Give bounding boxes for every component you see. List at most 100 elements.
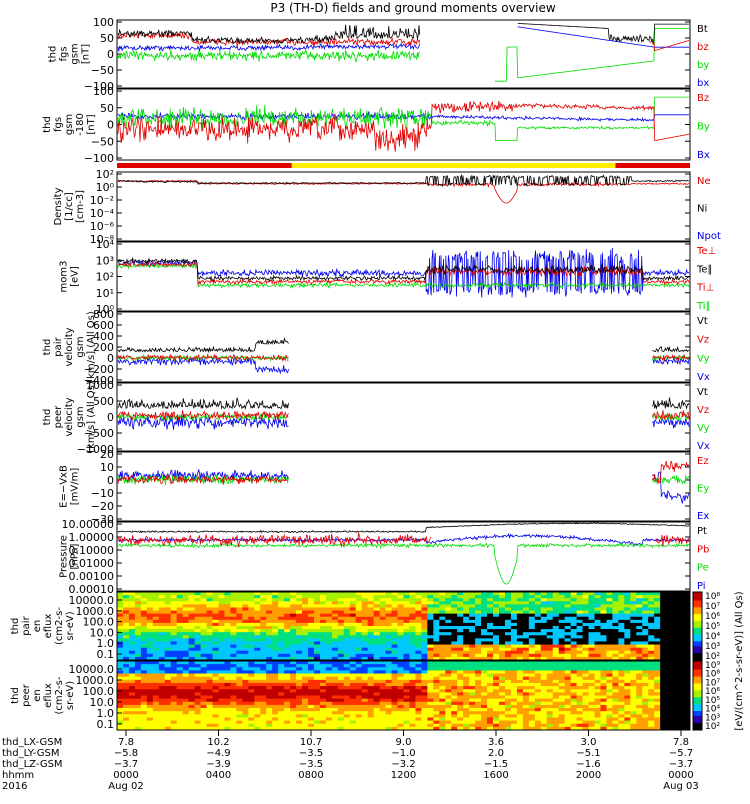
spectrogram-cell [660,619,667,624]
spectrogram-cell [397,670,404,674]
spectrogram-cell [516,667,524,671]
spectrogram-cell [415,622,422,627]
spectrogram-cell [140,638,148,642]
spectrogram-cell [510,650,518,655]
spectrogram-cell [624,673,631,678]
spectrogram-cell [331,619,339,624]
y-tick-label: 0 [107,411,114,424]
y-axis-label: [mV/m] [70,468,81,506]
spectrogram-cell [540,595,548,599]
spectrogram-cell [206,604,213,608]
spectrogram-cell [528,592,536,596]
spectrogram-cell [212,598,219,602]
spectrogram-cell [522,647,530,652]
spectrogram-cell [128,626,136,630]
spectrogram-cell [660,661,667,665]
spectrogram-cell [642,598,649,602]
spectrogram-cell [158,686,166,690]
spectrogram-cell [170,647,178,652]
spectrogram-cell [128,653,136,658]
spectrogram-cell [421,647,428,652]
spectrogram-cell [558,601,566,605]
spectrogram-cell [642,661,649,665]
colorbar-cell [693,711,702,714]
spectrogram-cell [140,622,148,627]
spectrogram-cell [504,619,512,624]
spectrogram-cell [385,622,392,627]
spectrogram-cell [331,647,339,652]
spectrogram-cell [128,619,136,624]
spectrogram-cell [140,592,148,596]
spectrogram-cell [242,673,249,678]
spectrogram-cell [331,679,339,684]
spectrogram-cell [421,619,428,624]
spectrogram-cell [666,629,673,633]
spectrogram-cell [152,607,160,611]
colorbar-tick-label: 10⁹ [705,661,720,671]
spectrogram-cell [457,641,464,645]
x-axis-value: 3.6 [488,737,504,748]
spectrogram-cell [427,711,434,715]
spectrogram-cell [325,629,333,633]
spectrogram-cell [146,692,154,696]
spectrogram-cell [319,708,327,712]
y-axis-label: pair [53,336,64,356]
spectrogram-cell [666,595,673,599]
spectrogram-cell [684,613,691,618]
spectrogram-cell [343,726,351,731]
spectrogram-cell [373,711,381,715]
spectrogram-cell [409,607,416,611]
spectrogram-cell [355,595,363,599]
spectrogram-cell [361,692,369,696]
spectrogram-cell [182,689,190,693]
spectrogram-cell [302,656,309,661]
spectrogram-cell [122,698,130,703]
spectrogram-cell [451,723,458,728]
spectrogram-cell [415,619,422,624]
spectrogram-cell [588,667,595,671]
spectrogram-cell [648,613,655,618]
spectrogram-cell [570,592,577,596]
spectrogram-cell [540,664,548,668]
spectrogram-cell [325,656,333,661]
spectrogram-cell [540,610,548,615]
spectrogram-cell [678,632,685,636]
spectrogram-cell [212,595,219,599]
spectrogram-cell [331,604,339,608]
spectrogram-cell [433,682,440,687]
spectrogram-cell [200,619,207,624]
colorbar-cell [693,673,702,676]
spectrogram-cell [415,704,422,709]
spectrogram-cell [534,616,542,621]
spectrogram-cell [170,667,178,671]
spectrogram-cell [343,626,351,630]
spectrogram-cell [260,613,267,618]
spectrogram-cell [672,701,679,706]
x-axis-value: −3.5 [299,748,323,759]
spectrogram-cell [403,667,410,671]
spectrogram-cell [361,616,369,621]
spectrogram-cell [594,723,601,728]
spectrogram-cell [684,720,691,725]
spectrogram-cell [254,647,261,652]
spectrogram-cell [534,626,542,630]
spectrogram-cell [409,701,416,706]
spectrogram-cell [481,661,488,665]
colorbar-cell [693,678,702,681]
spectrogram-cell [564,723,572,728]
spectrogram-cell [367,653,375,658]
y-tick-label: 10² [96,271,114,284]
spectrogram-cell [397,661,404,665]
spectrogram-cell [128,592,136,596]
spectrogram-cell [570,711,577,715]
y-tick-label: 100.0 [83,685,115,698]
spectrogram-cell [457,644,464,649]
spectrogram-cell [337,601,345,605]
spectrogram-cell [552,708,560,712]
spectrogram-cell [499,689,506,693]
spectrogram-cell [355,644,363,649]
spectrogram-cell [200,650,207,655]
spectrogram-cell [212,667,219,671]
spectrogram-cell [481,629,488,633]
